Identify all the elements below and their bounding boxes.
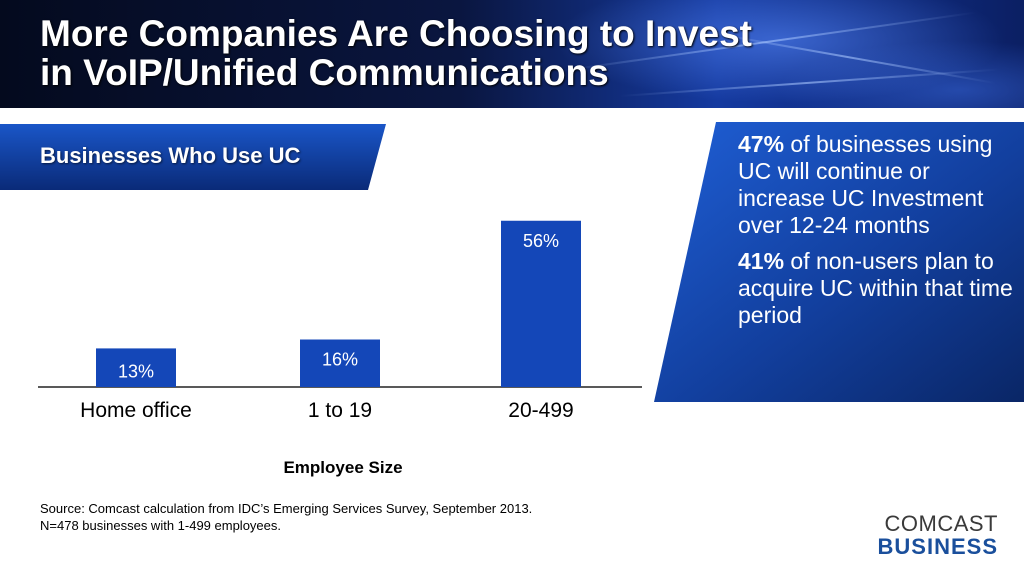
page-title: More Companies Are Choosing to Invest in… [40,14,752,92]
callout-stat-2-text: of non-users plan to acquire UC within t… [738,248,1013,328]
x-tick-label: 1 to 19 [308,399,372,422]
logo-line-1: COMCAST [884,511,998,536]
bar-value-label: 16% [322,350,358,370]
chart-banner-shape [0,124,386,190]
callout-stat-2: 41% of non-users plan to acquire UC with… [738,248,1018,329]
source-note: Source: Comcast calculation from IDC’s E… [40,500,532,534]
callout-stat-1: 47% of businesses using UC will continue… [738,131,1018,239]
callout-stat-1-value: 47% [738,131,785,157]
comcast-business-logo: COMCAST BUSINESS [870,513,998,559]
logo-line-2: BUSINESS [877,534,998,559]
bar-value-label: 56% [523,231,559,251]
bar-value-label: 13% [118,361,154,381]
bar-2 [300,339,380,387]
header-banner: More Companies Are Choosing to Invest in… [0,0,1024,108]
chart-banner [0,124,386,190]
source-line-2: N=478 businesses with 1-499 employees. [40,518,282,533]
x-tick-label: Home office [80,399,192,422]
bar-3 [501,220,581,387]
callout-text: 47% of businesses using UC will continue… [738,131,1018,338]
callout-panel [654,122,1024,402]
bar-1 [96,348,176,387]
chart-banner-label: Businesses Who Use UC [40,143,301,168]
bar-series: 13% 16% 56% [96,220,581,387]
page-title-line2: in VoIP/Unified Communications [40,52,609,93]
callout-stat-2-value: 41% [738,248,785,274]
source-line-1: Source: Comcast calculation from IDC’s E… [40,501,533,516]
callout-stat-1-text: of businesses using UC will continue or … [738,131,993,238]
page-title-line1: More Companies Are Choosing to Invest [40,13,752,54]
bar-chart: 13% 16% 56% Home office 1 to 19 20-499 [38,220,642,422]
callout-panel-shape [654,122,1024,402]
x-tick-label: 20-499 [508,399,573,422]
x-axis-title: Employee Size [283,458,403,477]
